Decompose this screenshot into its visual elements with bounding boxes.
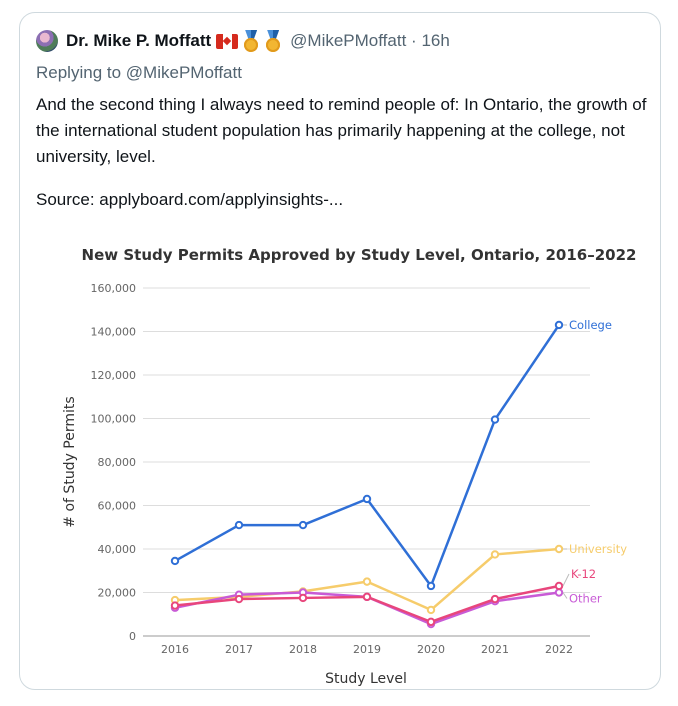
data-point[interactable] xyxy=(298,593,308,603)
tweet-header: Dr. Mike P. Moffatt @MikePMoffatt · 16h xyxy=(36,30,450,52)
y-tick-label: 20,000 xyxy=(98,587,137,600)
data-point[interactable] xyxy=(490,594,500,604)
x-tick-label: 2017 xyxy=(225,643,253,656)
author-name[interactable]: Dr. Mike P. Moffatt xyxy=(66,31,212,50)
y-tick-label: 160,000 xyxy=(91,282,137,295)
data-point[interactable] xyxy=(170,556,180,566)
series-line xyxy=(174,584,560,624)
tweet-source-link[interactable]: Source: applyboard.com/applyinsights-... xyxy=(36,190,344,209)
x-tick-label: 2021 xyxy=(481,643,509,656)
x-tick-label: 2022 xyxy=(545,643,573,656)
data-point[interactable] xyxy=(554,581,564,591)
series-labels: College University K-12 Other xyxy=(562,318,627,606)
canada-flag-icon xyxy=(216,33,239,49)
medal-icon xyxy=(242,30,260,52)
series-label: K-12 xyxy=(571,567,596,581)
chart-series xyxy=(170,320,564,629)
chart-grid xyxy=(143,287,590,637)
x-tick-label: 2018 xyxy=(289,643,317,656)
x-tick-label: 2019 xyxy=(353,643,381,656)
author-handle[interactable]: @MikePMoffatt · 16h xyxy=(290,31,450,50)
data-point[interactable] xyxy=(234,520,244,530)
y-tick-labels: 0 20,000 40,000 60,000 80,000 100,000 120,000 1… xyxy=(91,282,137,643)
y-tick-label: 0 xyxy=(129,630,136,643)
series-k-12 xyxy=(170,581,564,627)
data-point[interactable] xyxy=(490,550,500,559)
y-axis-label: # of Study Permits xyxy=(62,396,78,527)
x-tick-label: 2020 xyxy=(417,643,445,656)
data-point[interactable] xyxy=(554,588,564,597)
label-connector xyxy=(562,573,570,587)
data-point[interactable] xyxy=(362,577,372,586)
data-point[interactable] xyxy=(362,592,372,602)
data-point[interactable] xyxy=(554,544,564,554)
data-point[interactable] xyxy=(554,320,564,330)
y-tick-label: 60,000 xyxy=(98,500,137,513)
replying-to: Replying to @MikePMoffatt xyxy=(36,63,242,82)
data-point[interactable] xyxy=(426,617,436,627)
data-point[interactable] xyxy=(170,601,180,610)
data-point[interactable] xyxy=(490,415,500,424)
medal-icon xyxy=(264,30,282,52)
tweet-card[interactable]: Dr. Mike P. Moffatt @MikePMoffatt · 16h … xyxy=(19,12,661,690)
series-line xyxy=(174,324,561,588)
x-tick-label: 2016 xyxy=(161,643,189,656)
y-tick-label: 100,000 xyxy=(91,413,137,426)
y-tick-label: 40,000 xyxy=(98,543,137,556)
tweet-time: 16h xyxy=(421,31,450,50)
x-tick-labels: 2016 2017 2018 2019 2020 2021 2022 xyxy=(161,643,573,656)
y-tick-label: 120,000 xyxy=(91,369,137,382)
series-label: Other xyxy=(569,592,602,606)
avatar[interactable] xyxy=(36,30,58,52)
label-connector xyxy=(562,592,568,599)
data-point[interactable] xyxy=(298,520,308,530)
replying-handle-link[interactable]: @MikePMoffatt xyxy=(125,63,242,82)
data-point[interactable] xyxy=(362,494,372,504)
series-university xyxy=(170,544,564,615)
series-label: University xyxy=(569,542,627,556)
chart-title: New Study Permits Approved by Study Leve… xyxy=(82,246,637,264)
x-axis-label: Study Level xyxy=(325,671,407,687)
y-tick-label: 80,000 xyxy=(98,456,137,469)
y-tick-label: 140,000 xyxy=(91,326,137,339)
data-point[interactable] xyxy=(234,594,244,604)
series-label: College xyxy=(569,318,612,332)
data-point[interactable] xyxy=(426,605,436,615)
series-college xyxy=(170,320,564,591)
data-point[interactable] xyxy=(426,581,436,591)
tweet-body: And the second thing I always need to re… xyxy=(36,95,647,166)
